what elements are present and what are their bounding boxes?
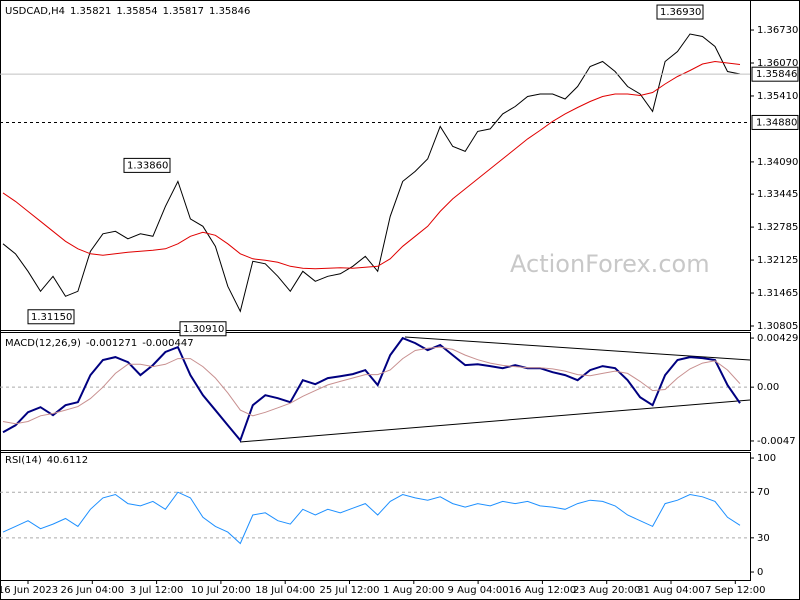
- header-value: 1.35846: [209, 6, 250, 17]
- x-tick-label: 25 Jul 12:00: [320, 585, 380, 596]
- panel-header: RSI(14) 40.6112: [5, 455, 88, 466]
- y-tick-label: 1.35410: [757, 91, 798, 102]
- header: USDCAD,H4 1.35821 1.35854 1.35817 1.35846: [5, 6, 250, 17]
- x-tick-label: 10 Jul 20:00: [191, 585, 251, 596]
- trend-line: [404, 336, 751, 361]
- y-tick-label: 0: [757, 567, 763, 578]
- y-tick-label: 70: [757, 487, 770, 498]
- last-price-label: 1.35846: [756, 69, 797, 80]
- x-tick-label: 26 Jun 04:00: [61, 585, 125, 596]
- y-tick-label: 1.36730: [757, 25, 798, 36]
- x-tick-label: 16 Jun 2023: [0, 585, 58, 596]
- panel-header: MACD(12,26,9) -0.001271 -0.000447: [5, 338, 194, 349]
- y-tick-label: 1.30805: [757, 321, 798, 332]
- annotation-box: [656, 4, 704, 20]
- x-tick-label: 18 Jul 04:00: [255, 585, 315, 596]
- y-tick-label: 0.00: [757, 382, 779, 393]
- x-tick-label: 31 Aug 04:00: [637, 585, 704, 596]
- watermark: ActionForex.com: [510, 250, 710, 278]
- indicator-value: -0.001271: [86, 338, 137, 349]
- annotation-label: 1.36930: [660, 7, 701, 18]
- annotation-label: 1.30910: [183, 324, 224, 335]
- last-price-box: [751, 66, 799, 82]
- indicator-name: MACD(12,26,9): [5, 338, 81, 349]
- y-tick-label: 30: [757, 533, 770, 544]
- y-tick-label: 1.36070: [757, 58, 798, 69]
- y-tick-label: 0.00429: [757, 333, 798, 344]
- annotation-label: 1.31150: [31, 312, 72, 323]
- level-label: 1.34880: [756, 117, 797, 128]
- x-tick-label: 1 Aug 20:00: [383, 585, 444, 596]
- level-box: [751, 114, 799, 130]
- header-value: 1.35821: [70, 6, 111, 17]
- y-tick-label: 1.34090: [757, 157, 798, 168]
- y-tick-label: 1.32785: [757, 222, 798, 233]
- annotation-box: [179, 321, 227, 337]
- x-tick-label: 3 Jul 12:00: [130, 585, 184, 596]
- series-line: [2, 60, 741, 270]
- series-line: [2, 336, 741, 443]
- x-tick-label: 9 Aug 04:00: [448, 585, 509, 596]
- annotation-box: [123, 157, 171, 173]
- series-line: [2, 346, 741, 425]
- indicator-name: RSI(14): [5, 455, 42, 466]
- annotation-box: [27, 309, 75, 325]
- x-tick-label: 16 Aug 12:00: [509, 585, 576, 596]
- indicator-value: -0.000447: [142, 338, 193, 349]
- x-tick-label: 23 Aug 20:00: [573, 585, 640, 596]
- header-value: 1.35854: [116, 6, 157, 17]
- x-tick-label: 7 Sep 12:00: [705, 585, 765, 596]
- y-tick-label: -0.0047: [757, 436, 796, 447]
- trend-line: [239, 399, 751, 443]
- header-value: 1.35817: [163, 6, 204, 17]
- header-value: USDCAD,H4: [5, 6, 65, 17]
- annotation-label: 1.33860: [127, 160, 168, 171]
- y-tick-label: 1.31465: [757, 288, 798, 299]
- indicator-value: 40.6112: [47, 455, 88, 466]
- y-tick-label: 1.33445: [757, 189, 798, 200]
- y-tick-label: 1.32125: [757, 255, 798, 266]
- y-tick-label: 100: [757, 453, 776, 464]
- series-line: [2, 491, 741, 545]
